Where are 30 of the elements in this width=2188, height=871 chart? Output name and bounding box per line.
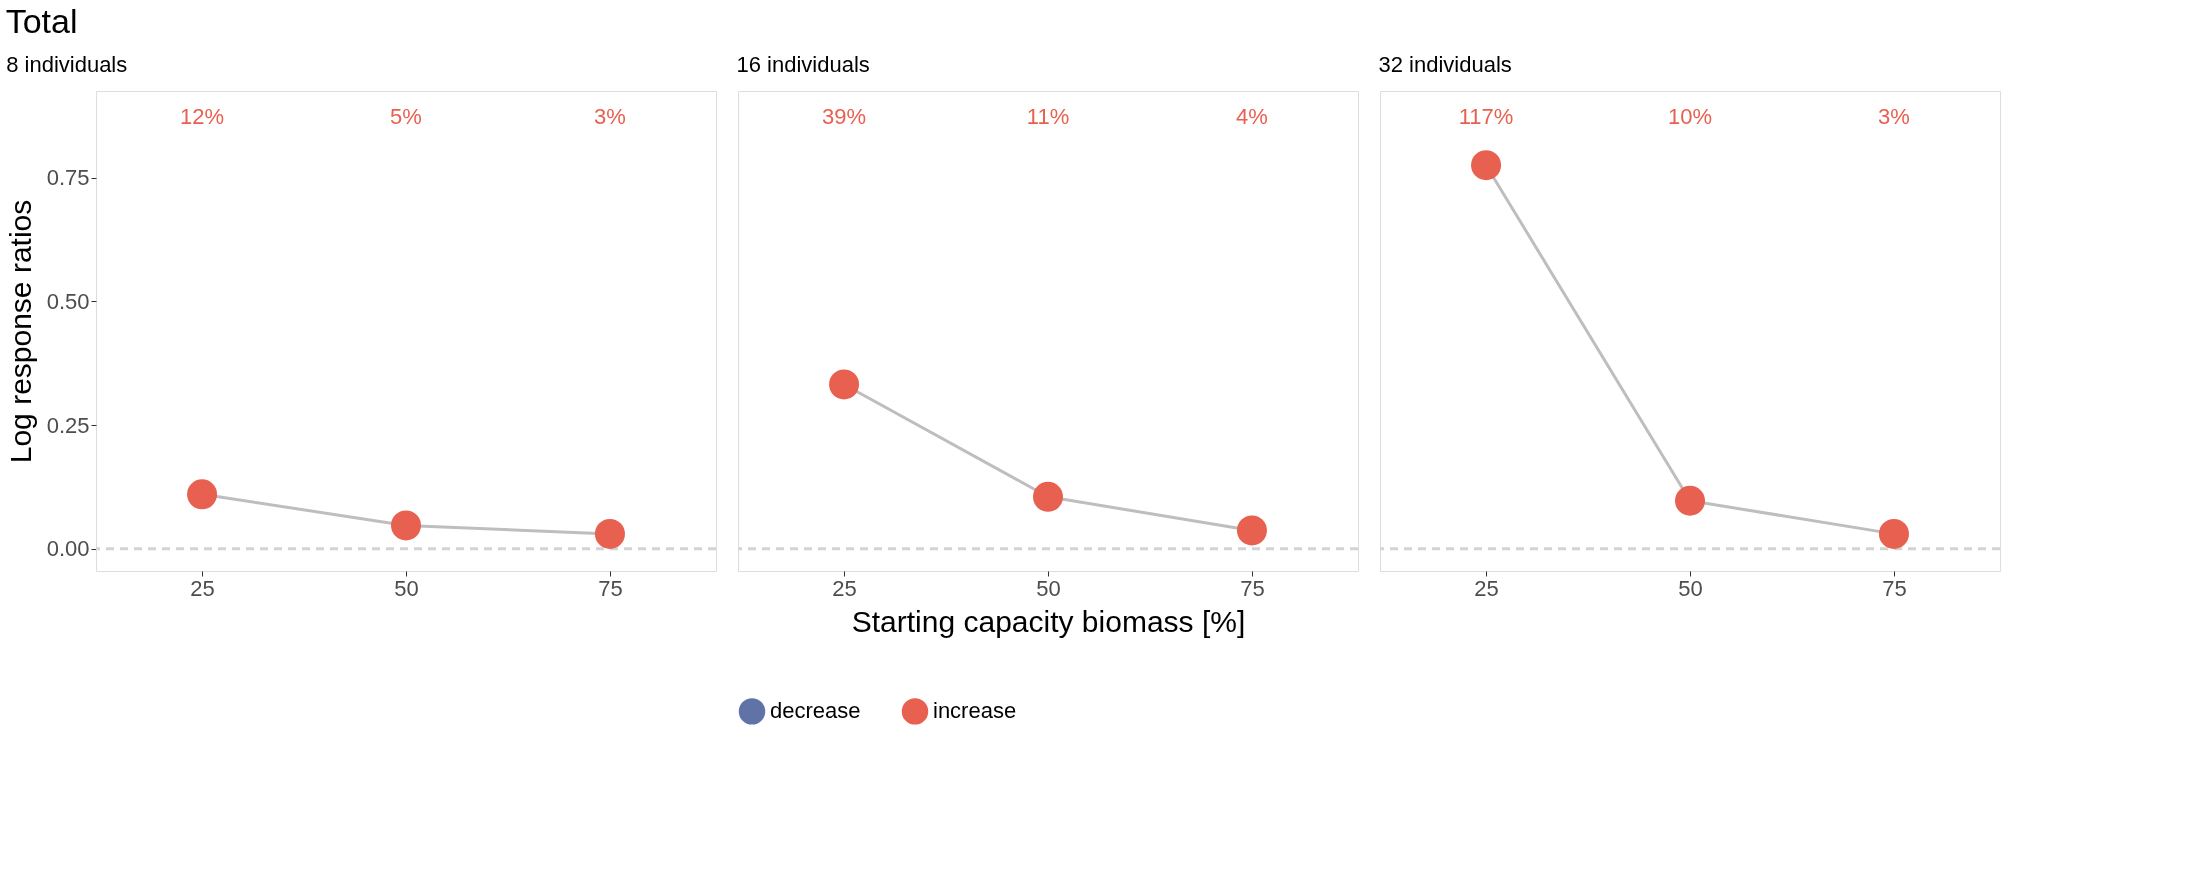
- x-tick-label: 50: [394, 575, 419, 601]
- x-tick-label: 50: [1036, 575, 1061, 601]
- annotation: 10%: [1667, 104, 1713, 129]
- x-tick-label: 75: [598, 575, 623, 601]
- annotation: 117%: [1458, 104, 1514, 129]
- y-tick-label: 0.00: [46, 536, 90, 562]
- x-tick-label: 75: [1882, 575, 1907, 601]
- x-tick-label: 25: [190, 575, 215, 601]
- chart-subtitle: 8 individuals: [6, 52, 128, 77]
- x-tick-label: 25: [1474, 575, 1499, 601]
- chart-subtitle: 16 individuals: [736, 52, 870, 77]
- annotation: 12%: [180, 104, 225, 129]
- y-tick-label: 0.50: [46, 288, 90, 314]
- legend-label: increase: [933, 698, 1017, 724]
- x-tick-label: 75: [1240, 575, 1265, 601]
- chart-title: Total: [5, 1, 78, 40]
- legend-label: decrease: [770, 698, 861, 724]
- chart-subtitle: 32 individuals: [1378, 52, 1512, 77]
- annotation: 3%: [594, 104, 626, 129]
- y-tick-label: 0.25: [46, 412, 90, 438]
- annotation: 3%: [1878, 104, 1910, 129]
- x-axis-title: Starting capacity biomass [%]: [851, 604, 1246, 638]
- x-tick-label: 50: [1678, 575, 1703, 601]
- annotation: 11%: [1026, 104, 1070, 129]
- annotation: 39%: [822, 104, 867, 129]
- y-tick-label: 0.75: [46, 165, 90, 191]
- annotation: 5%: [390, 104, 422, 129]
- y-axis-title: Log response ratios: [3, 199, 37, 464]
- x-tick-label: 25: [832, 575, 857, 601]
- annotation: 4%: [1236, 104, 1268, 129]
